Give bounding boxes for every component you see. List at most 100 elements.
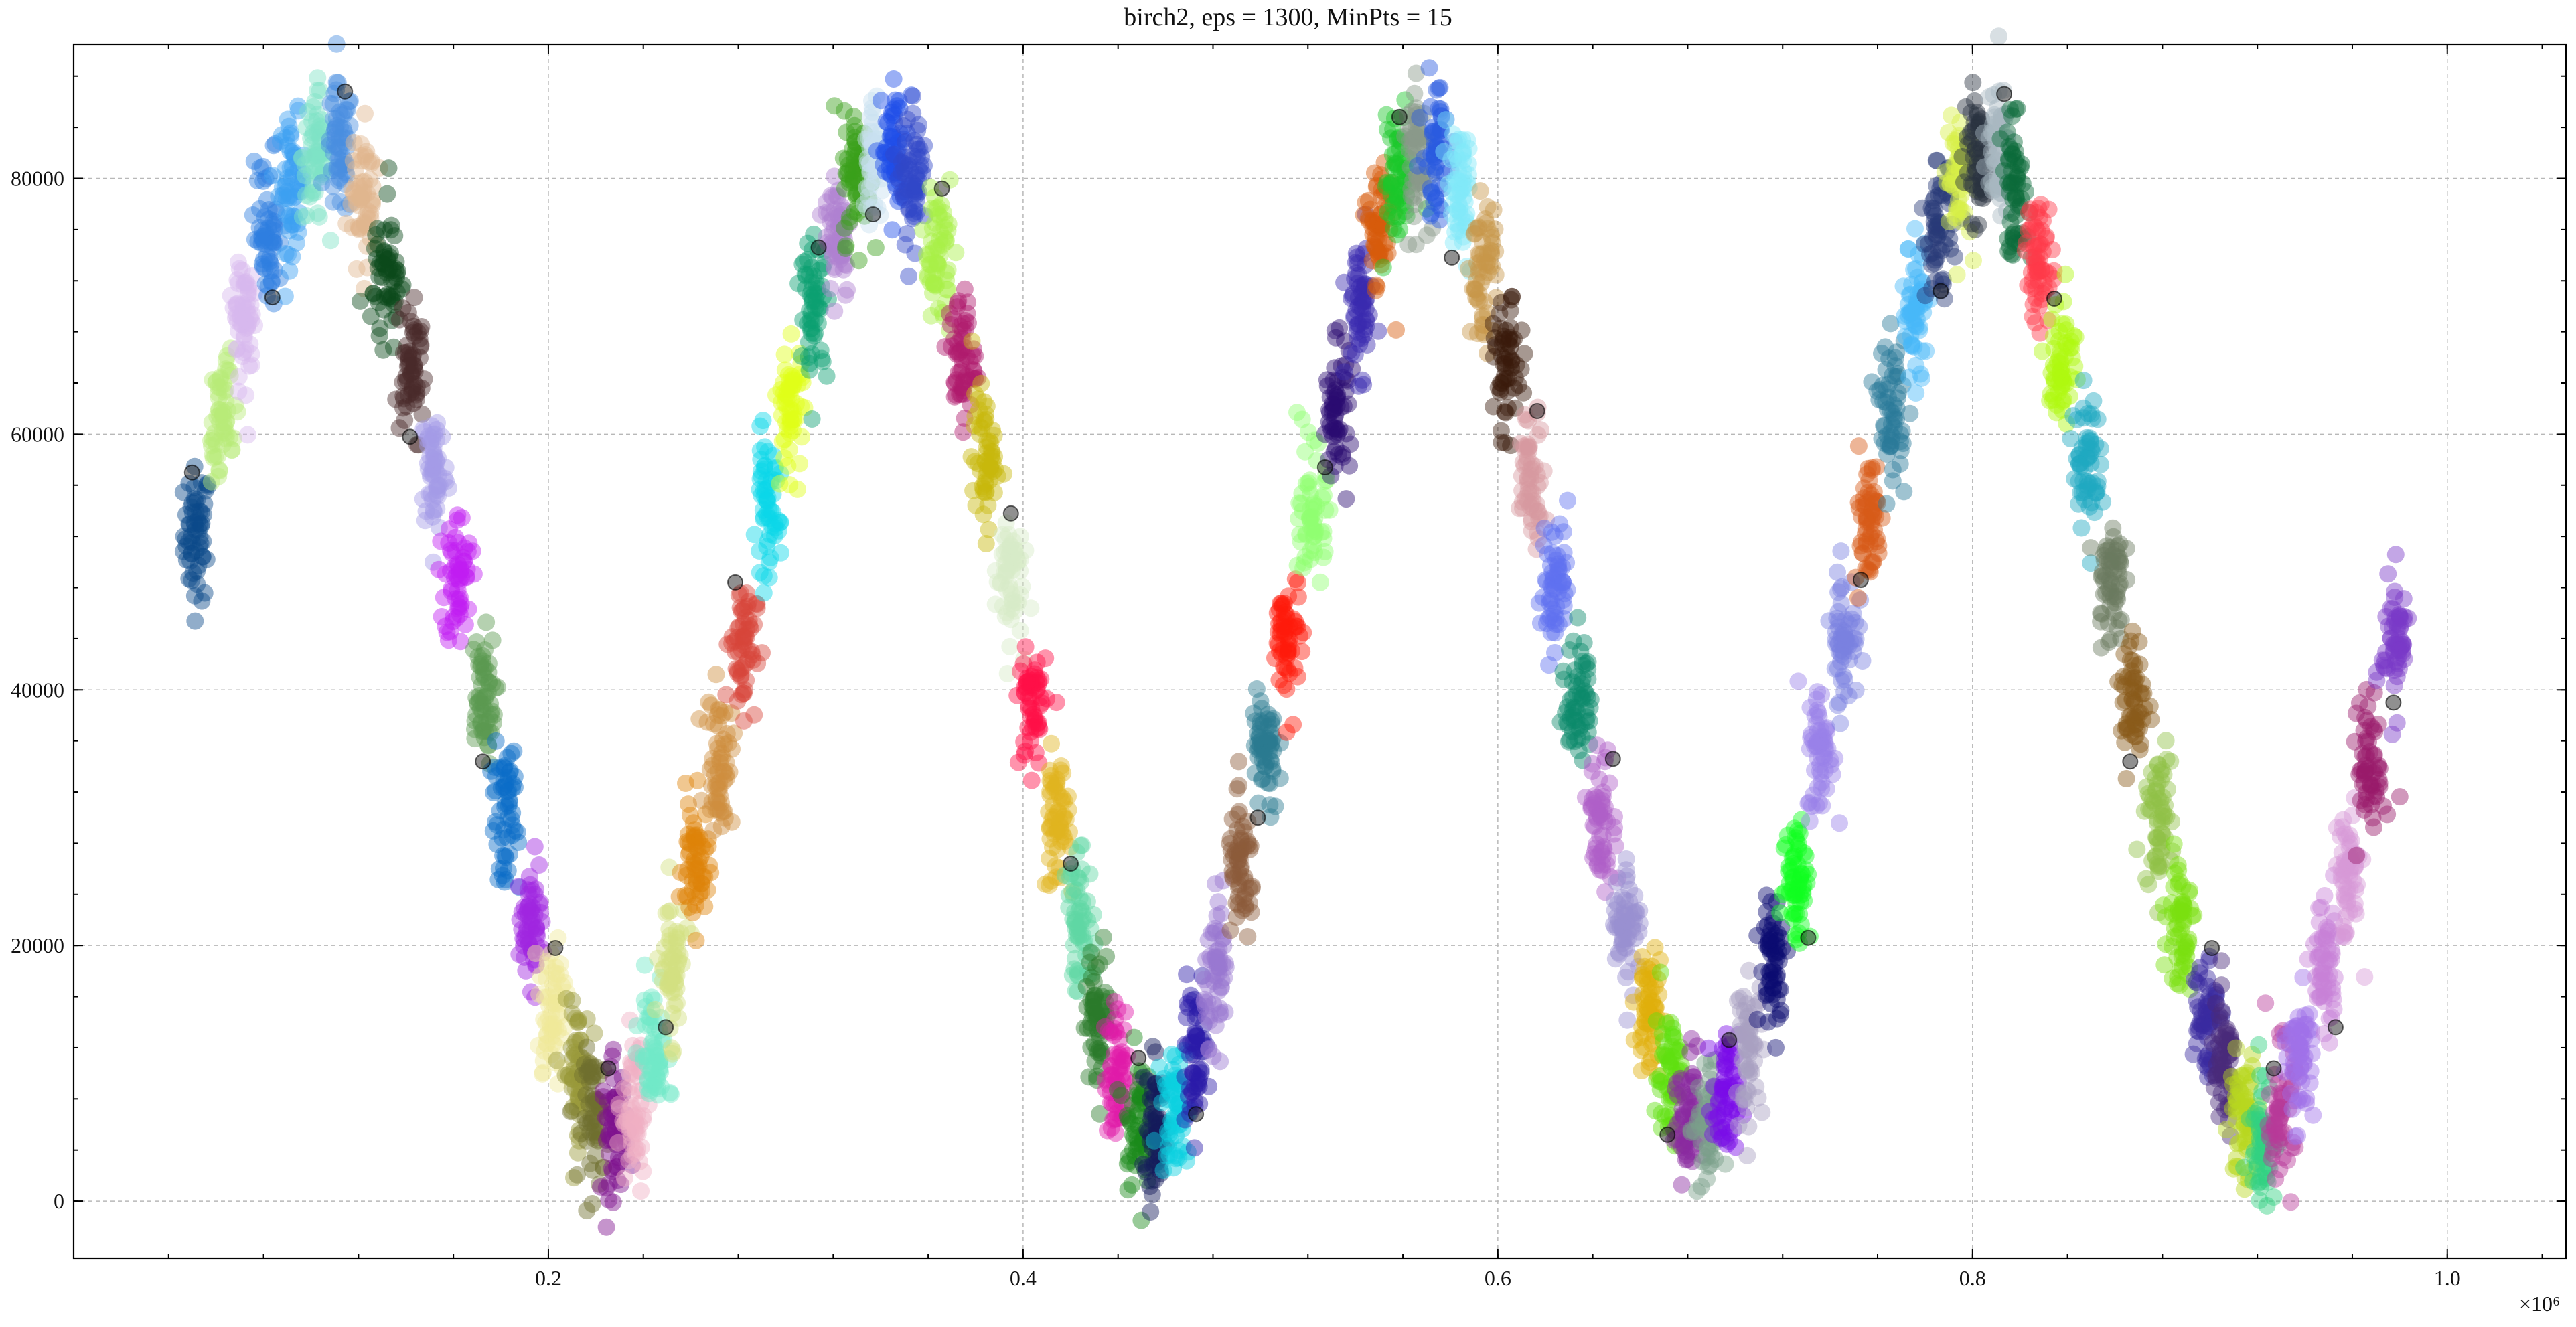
cluster-point [620,1152,638,1170]
cluster-point [1250,728,1268,747]
cluster-point [487,732,505,750]
cluster-point [1497,359,1515,377]
cluster-point [800,333,818,352]
cluster-point [1651,1067,1669,1085]
cluster-point [196,495,214,513]
cluster-point [196,584,214,602]
cluster-point [800,361,818,379]
cluster-point [1100,1022,1118,1040]
cluster-point [1142,1203,1160,1221]
cluster-point [1760,931,1778,949]
cluster-point [296,167,314,185]
cluster-point [1209,982,1227,1000]
cluster-point [280,190,298,208]
cluster-point [495,820,513,838]
cluster-point [526,838,544,856]
cluster-point [289,161,307,179]
cluster-point [597,1218,615,1236]
cluster-point [1953,148,1971,165]
cluster-point [305,123,323,141]
cluster-point [1191,1069,1208,1087]
cluster-point [1849,437,1868,455]
cluster-point [228,271,246,289]
cluster-point [293,208,311,226]
cluster-point [779,366,798,384]
cluster-point [367,226,385,244]
cluster-point [232,315,250,333]
cluster-point [216,383,234,401]
cluster-point [267,200,285,218]
cluster-point [1925,200,1943,218]
cluster-point [210,462,228,480]
cluster-point [249,232,267,250]
cluster-point [211,413,229,431]
cluster-point [225,429,242,447]
cluster-point [260,201,278,218]
cluster-point [177,537,196,555]
cluster-point [223,441,241,459]
cluster-point [264,167,282,185]
cluster-point [235,326,253,344]
cluster-point [717,765,735,783]
cluster-point [194,548,212,566]
cluster-point [285,149,303,167]
cluster-point [283,158,301,176]
cluster-point [277,206,295,224]
cluster-point [1584,849,1602,867]
cluster-point [1000,576,1018,594]
cluster-point [1207,875,1225,893]
cluster-point [850,252,868,270]
cluster-point [211,370,229,388]
cluster-point [477,712,496,730]
cluster-point [1568,684,1586,702]
cluster-point [220,428,238,447]
cluster-point [425,456,443,474]
cluster-point [314,156,332,173]
cluster-point [236,274,254,292]
cluster-point [1349,377,1367,395]
cluster-point [186,493,204,511]
cluster-point [307,147,325,165]
cluster-point [220,362,238,380]
cluster-point [221,366,239,384]
cluster-point [1764,986,1782,1004]
cluster-point [265,216,283,234]
cluster-point [1907,384,1925,402]
cluster-point [1004,591,1022,609]
cluster-point [1001,637,1019,655]
cluster-point [1740,1117,1758,1136]
cluster-point [309,82,327,100]
cluster-point [534,1065,552,1083]
cluster-point [188,491,206,509]
cluster-point [308,145,326,163]
cluster-point [1239,928,1257,945]
cluster-point [822,279,840,297]
cluster-point [1125,1028,1143,1046]
cluster-point [342,195,360,213]
cluster-point [817,193,835,212]
cluster-point [253,255,271,273]
cluster-point [1384,158,1402,176]
cluster-point [755,584,773,602]
cluster-point [1015,733,1033,751]
cluster-point [465,565,483,583]
cluster-point [311,121,329,139]
cluster-point [289,102,307,120]
cluster-point [280,117,298,135]
cluster-point [212,368,230,386]
cluster-point [710,700,728,718]
cluster-point [219,361,237,379]
cluster-point [266,135,284,153]
cluster-point [324,193,342,211]
cluster-point [1270,643,1288,660]
cluster-point [180,515,198,533]
cluster-point [707,666,725,684]
cluster-point [1337,490,1355,508]
cluster-point [253,221,271,239]
cluster-point [235,277,253,295]
cluster-point [191,515,209,533]
cluster-point [1906,220,1924,238]
cluster-point [219,402,237,420]
cluster-point [1467,289,1485,307]
cluster-point [305,159,323,176]
